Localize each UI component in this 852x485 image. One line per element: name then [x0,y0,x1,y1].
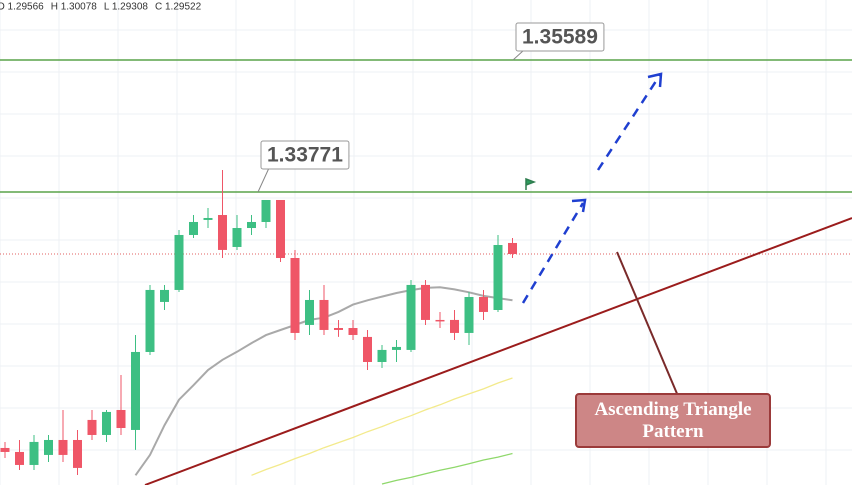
candle-body [174,234,184,290]
candle-body [0,447,10,452]
trend-line [144,217,852,485]
flag [525,177,537,190]
candle-body [493,245,503,310]
moving-average [381,452,513,485]
candle-body [348,328,358,335]
candle-body [377,349,387,362]
candle-body [15,451,24,465]
candle-body [508,242,517,255]
candle-body [29,441,39,465]
candle-body [73,439,82,468]
ohlc-value: O 1.29566 [0,2,44,13]
candle-body [450,319,459,333]
candle-body [392,346,401,350]
level-label-box [260,140,350,170]
candle-body [334,328,343,330]
candle-body [189,221,198,235]
candle-body [305,299,314,325]
candle-body [218,215,227,250]
candle-body [319,299,329,330]
label-pointer [257,167,270,193]
candle-body [464,296,474,333]
candle-body [58,439,68,455]
moving-average [251,377,513,476]
ohlc-value: L 1.29308 [104,2,149,13]
candle-body [131,351,140,430]
candle-body [276,199,285,259]
candle-body [87,419,97,435]
candle-body [290,258,300,333]
level-label: 1.33771 [267,144,343,167]
plot-area: 1.35589 1.33771 [0,22,852,485]
candle-body [421,284,430,320]
forecast-arrow [521,202,585,304]
arrow-head [571,198,587,213]
candle-body [145,289,155,352]
candle-body [479,296,488,312]
candle-body [261,199,271,222]
level-label: 1.35589 [522,26,598,49]
candle-body [247,221,256,229]
annotation: Ascending Triangle Pattern [575,393,771,448]
candle-body [203,217,213,220]
ohlc-value: H 1.30078 [51,2,98,13]
candle-body [406,284,416,350]
candle-body [44,439,53,455]
candle-body [363,336,372,362]
note-pointer [616,251,679,397]
candle-body [232,228,242,247]
candle-body [160,289,169,302]
label-pointer [512,49,525,61]
candle-body [116,409,126,428]
forecast-arrow [596,74,662,171]
arrow-head [647,72,663,88]
candle-body [102,411,111,435]
level-label-box [515,22,605,52]
candle-body [435,319,445,322]
ohlc-value: C 1.29522 [155,2,202,13]
